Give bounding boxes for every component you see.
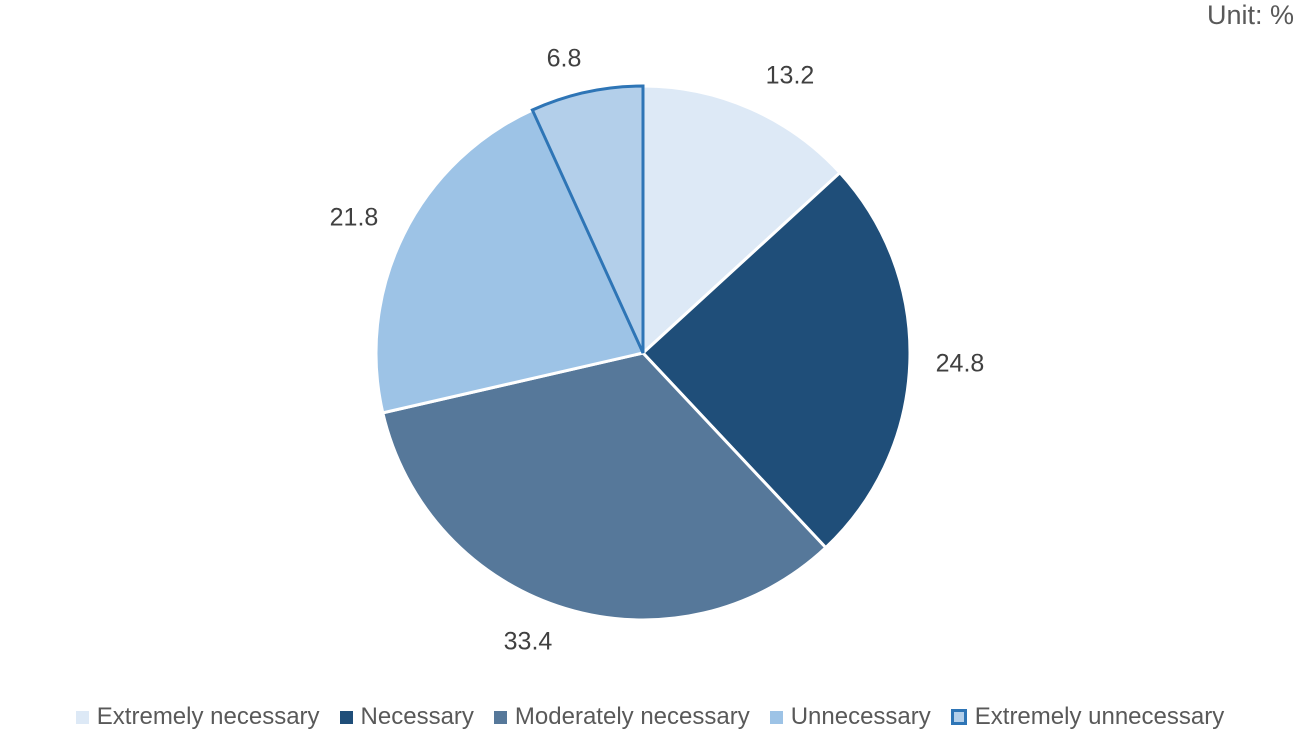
pie-slice-moderately-necessary: [381, 351, 828, 622]
legend-swatch: [950, 709, 967, 725]
legend-label: Extremely necessary: [96, 703, 320, 730]
pie-slice-unnecessary: [374, 108, 646, 415]
legend-item-unnecessary: Unnecessary: [769, 703, 931, 731]
data-label-moderately-necessary: 33.4: [504, 628, 553, 656]
legend-swatch: [493, 710, 507, 724]
legend-label: Moderately necessary: [514, 703, 750, 730]
legend-label: Extremely unnecessary: [974, 703, 1225, 730]
pie-data-labels: 13.2 24.8 33.4 21.8 6.8: [330, 45, 985, 656]
legend-item-extremely-necessary: Extremely necessary: [75, 703, 320, 731]
legend-label: Necessary: [360, 703, 474, 730]
legend: Extremely necessary Necessary Moderately n…: [0, 700, 1300, 734]
data-label-extremely-unnecessary: 6.8: [547, 45, 582, 73]
pie-slice-necessary: [640, 170, 912, 550]
pie-slices: [374, 84, 912, 622]
data-label-necessary: 24.8: [936, 350, 985, 378]
legend-item-moderately-necessary: Moderately necessary: [493, 703, 750, 731]
legend-item-extremely-unnecessary: Extremely unnecessary: [950, 703, 1225, 731]
unit-label: Unit: %: [1206, 0, 1294, 30]
legend-item-necessary: Necessary: [339, 703, 474, 731]
pie-chart: 13.2 24.8 33.4 21.8 6.8: [330, 45, 985, 656]
legend-label: Unnecessary: [790, 703, 931, 730]
legend-swatch: [769, 710, 783, 724]
data-label-unnecessary: 21.8: [330, 204, 379, 232]
legend-swatch: [75, 710, 89, 724]
pie-slice-extremely-unnecessary: [530, 84, 645, 354]
pie-slice-extremely-necessary: [641, 84, 843, 357]
data-label-extremely-necessary: 13.2: [766, 62, 815, 90]
legend-swatch: [339, 710, 353, 724]
